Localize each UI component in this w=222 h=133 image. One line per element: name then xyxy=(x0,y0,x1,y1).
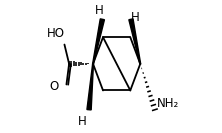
Text: H: H xyxy=(95,4,104,17)
Polygon shape xyxy=(129,19,141,64)
Text: H: H xyxy=(78,115,87,128)
Text: O: O xyxy=(49,80,59,93)
Polygon shape xyxy=(87,64,93,110)
Polygon shape xyxy=(93,19,104,64)
Text: H: H xyxy=(131,11,140,24)
Text: NH₂: NH₂ xyxy=(157,97,179,110)
Text: HO: HO xyxy=(47,27,65,40)
